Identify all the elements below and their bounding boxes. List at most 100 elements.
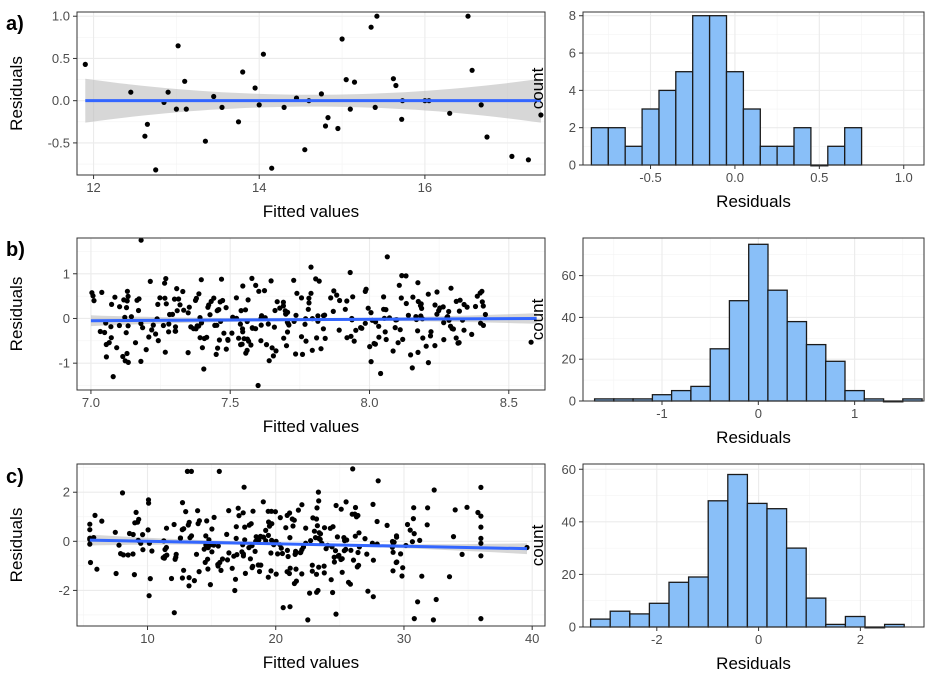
data-point: [233, 295, 239, 301]
data-point: [461, 327, 467, 333]
x-tick-label: 7.5: [221, 395, 239, 410]
histogram-bar: [629, 613, 651, 628]
data-point: [240, 510, 246, 516]
data-point: [180, 288, 186, 295]
data-point: [213, 351, 219, 357]
y-axis-title: Residuals: [7, 277, 26, 352]
data-point: [365, 588, 371, 594]
data-point: [375, 478, 381, 484]
data-point: [135, 307, 142, 314]
data-point: [142, 133, 148, 139]
data-point: [216, 337, 222, 343]
x-tick-label: 10: [140, 631, 154, 646]
data-point: [303, 338, 309, 344]
data-point: [302, 321, 308, 327]
data-point: [237, 321, 243, 327]
data-point: [343, 77, 349, 83]
data-point: [186, 583, 192, 589]
data-point: [330, 589, 336, 596]
data-point: [179, 527, 185, 533]
data-point: [125, 293, 131, 299]
data-point: [147, 278, 153, 284]
data-point: [225, 337, 231, 343]
data-point: [243, 350, 249, 356]
data-point: [201, 366, 207, 372]
x-tick-label: 40: [525, 631, 539, 646]
data-point: [265, 532, 271, 539]
data-point: [281, 104, 287, 110]
panel-tag-label: b): [6, 239, 25, 261]
y-axis-title: count: [528, 524, 547, 566]
histogram-bar: [776, 145, 795, 166]
x-axis-title: Residuals: [716, 654, 791, 673]
data-point: [400, 565, 406, 571]
data-point: [310, 515, 316, 521]
data-point: [249, 325, 256, 331]
y-tick-label: 60: [562, 268, 576, 283]
x-axis-title: Fitted values: [263, 653, 359, 672]
data-point: [226, 550, 232, 556]
data-point: [303, 525, 309, 531]
data-point: [144, 121, 150, 127]
data-point: [465, 13, 471, 19]
x-tick-label: 0: [755, 406, 762, 421]
data-point: [305, 306, 311, 312]
data-point: [378, 370, 384, 377]
data-point: [415, 298, 421, 305]
data-point: [284, 329, 291, 335]
data-point: [339, 569, 345, 575]
plot-border: [76, 11, 546, 176]
data-point: [136, 516, 142, 522]
data-point: [247, 556, 253, 562]
data-point: [204, 518, 210, 524]
data-point: [112, 294, 118, 300]
data-point: [423, 343, 429, 349]
data-point: [205, 556, 211, 562]
data-point: [299, 351, 306, 357]
data-point: [270, 353, 276, 359]
data-point: [256, 102, 262, 108]
data-point: [265, 321, 271, 327]
data-point: [411, 531, 417, 537]
data-point: [163, 301, 169, 307]
data-point: [249, 275, 255, 281]
data-point: [235, 119, 242, 125]
y-axis-title: count: [528, 67, 547, 109]
data-point: [118, 551, 124, 557]
x-tick-label: 1: [851, 406, 858, 421]
data-point: [428, 329, 434, 335]
y-tick-label: 1.0: [52, 9, 70, 24]
y-tick-label: 0: [569, 158, 576, 173]
data-point: [110, 374, 116, 380]
data-point: [163, 276, 169, 282]
chart-panel-3: 7.0 7.5 8.0 8.5 -1 0 1 Fitted values Residuals b): [6, 237, 546, 436]
data-point: [258, 338, 264, 344]
data-point: [102, 329, 108, 336]
data-point: [175, 43, 181, 49]
data-point: [355, 549, 361, 556]
data-point: [211, 514, 217, 521]
data-point: [260, 499, 266, 505]
data-point: [116, 542, 122, 548]
data-point: [122, 314, 128, 320]
data-point: [280, 605, 286, 611]
data-point: [269, 165, 275, 171]
data-point: [328, 295, 334, 301]
data-point: [263, 527, 269, 534]
x-tick-label: -0.5: [639, 170, 661, 185]
histogram-bar: [844, 389, 865, 402]
data-point: [120, 353, 126, 360]
data-point: [183, 509, 189, 515]
x-tick-label: 30: [397, 631, 411, 646]
y-tick-label: -2: [58, 583, 70, 598]
x-tick-label: 8.0: [360, 395, 378, 410]
histogram-bar: [668, 581, 690, 628]
data-point: [425, 360, 431, 366]
data-point: [196, 569, 202, 575]
data-point: [286, 570, 292, 577]
data-point: [293, 578, 299, 584]
data-point: [186, 519, 192, 525]
data-point: [113, 570, 119, 577]
data-point: [249, 565, 255, 571]
